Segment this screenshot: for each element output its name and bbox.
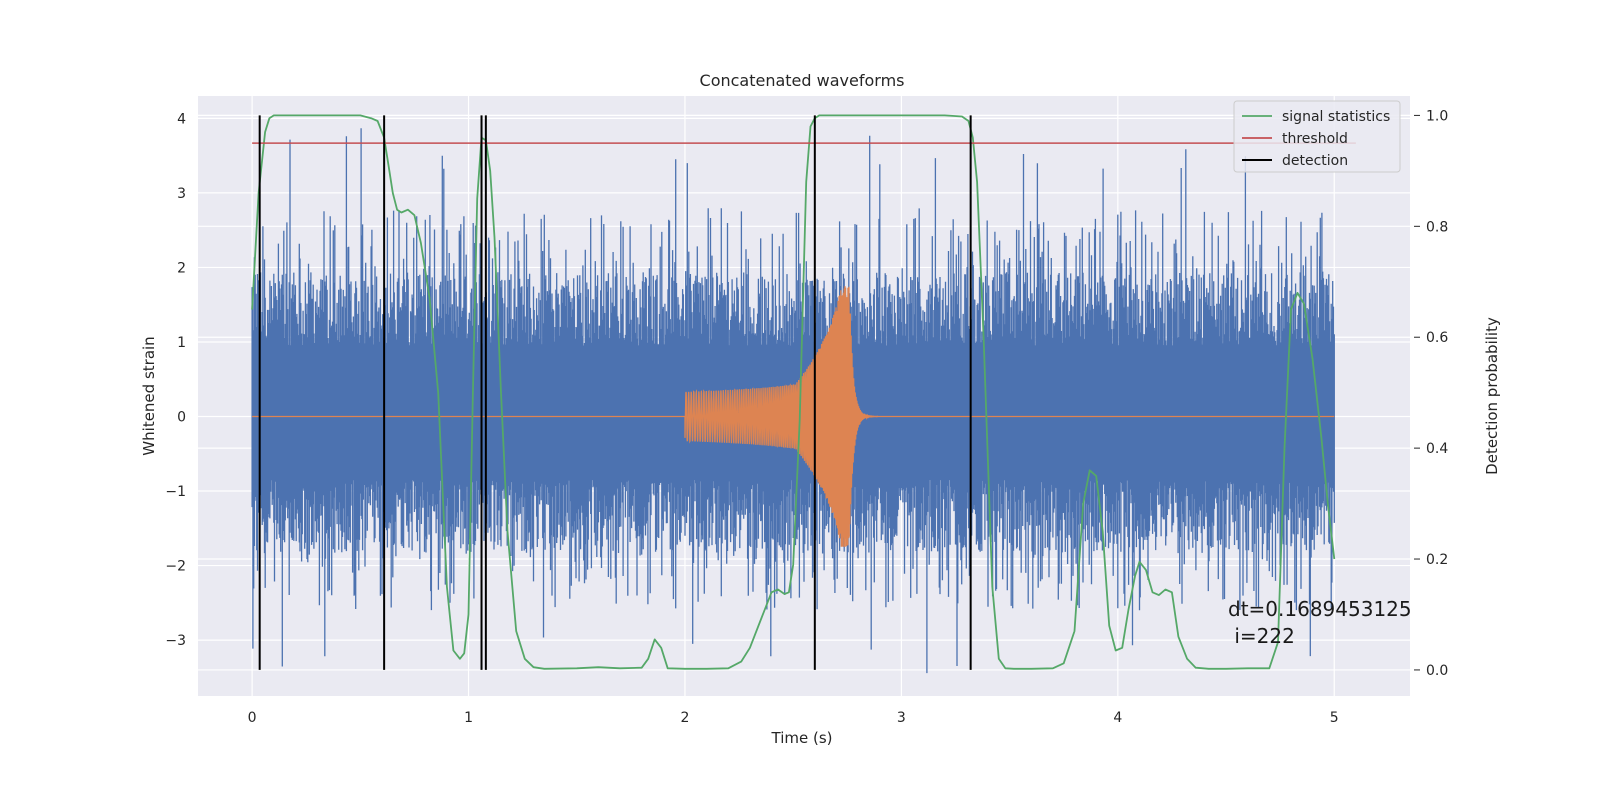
y-axis-label: Whitened strain xyxy=(140,336,158,455)
y-tick-label: 2 xyxy=(177,260,186,276)
y-right-tick-label: 0.8 xyxy=(1426,219,1448,235)
y-right-axis-label: Detection probability xyxy=(1483,317,1501,475)
waveform-series xyxy=(252,286,1335,547)
ticks: 0 1 2 3 4 5 −3 −2 −1 0 1 2 3 4 0.0 0.2 0.4 0.6 0.8 1.0 xyxy=(165,108,1448,726)
y-tick-label: −3 xyxy=(165,633,186,649)
x-tick-label: 4 xyxy=(1113,710,1122,726)
y-tick-label: 3 xyxy=(177,186,186,202)
y-tick-label: 1 xyxy=(177,335,186,351)
x-tick-label: 5 xyxy=(1330,710,1339,726)
y-tick-label: −1 xyxy=(165,484,186,500)
annotation-i: i=222 xyxy=(1228,624,1295,648)
x-tick-label: 2 xyxy=(681,710,690,726)
y-right-tick-label: 0.2 xyxy=(1426,552,1448,568)
x-tick-label: 1 xyxy=(464,710,473,726)
chart-title: Concatenated waveforms xyxy=(700,71,905,90)
y-right-tick-label: 0.4 xyxy=(1426,441,1448,457)
legend-box xyxy=(1233,100,1401,173)
x-axis-label: Time (s) xyxy=(771,729,833,747)
y-right-tick-label: 0.0 xyxy=(1426,663,1448,679)
x-tick-label: 0 xyxy=(248,710,257,726)
y-tick-label: −2 xyxy=(165,559,186,575)
y-right-tick-label: 1.0 xyxy=(1426,108,1448,124)
legend: signal statistics threshold detection xyxy=(1233,100,1401,173)
signal-statistics-line xyxy=(251,114,1336,670)
legend-label-signal-statistics: signal statistics xyxy=(1282,109,1390,125)
legend-label-threshold: threshold xyxy=(1282,131,1348,147)
y-tick-label: 4 xyxy=(177,111,186,127)
plot-area xyxy=(251,114,1356,674)
y-tick-label: 0 xyxy=(177,409,186,425)
legend-label-detection: detection xyxy=(1282,153,1348,169)
annotation-dt: dt=0.1689453125 xyxy=(1228,597,1412,621)
x-tick-label: 3 xyxy=(897,710,906,726)
y-right-tick-label: 0.6 xyxy=(1426,330,1448,346)
